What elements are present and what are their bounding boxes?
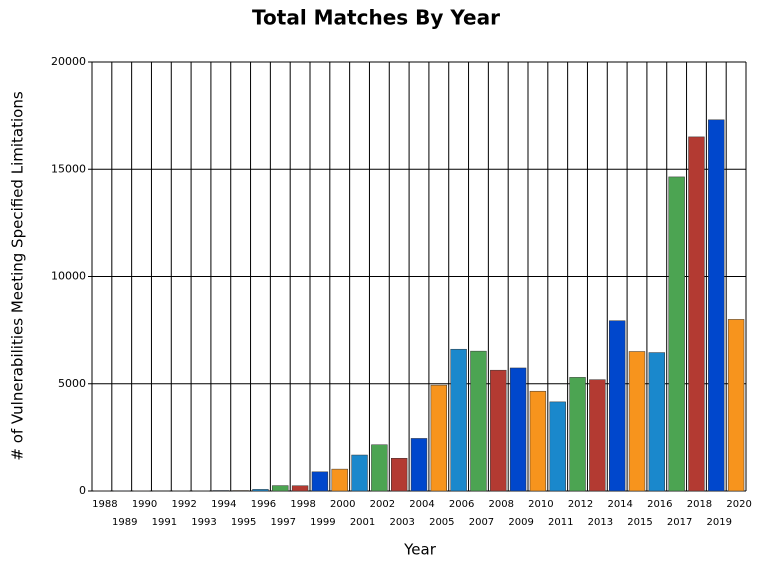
- y-tick-label: 5000: [58, 377, 86, 390]
- bar: [490, 369, 507, 492]
- bar: [569, 377, 586, 492]
- bar: [609, 320, 626, 492]
- x-axis-label: Year: [403, 541, 437, 559]
- bar: [351, 454, 368, 492]
- x-tick-label: 1995: [231, 517, 256, 528]
- bar: [252, 489, 269, 492]
- x-tick-label: 1994: [211, 499, 236, 510]
- x-tick-label: 2007: [469, 517, 494, 528]
- bar: [311, 471, 329, 492]
- x-tick-label: 2013: [588, 517, 613, 528]
- x-tick-label: 2016: [647, 499, 672, 510]
- bar: [509, 367, 527, 492]
- x-tick-label: 1988: [92, 499, 117, 510]
- x-tick-label: 2008: [489, 499, 514, 510]
- bar: [668, 176, 685, 492]
- x-tick-label: 2019: [707, 517, 732, 528]
- x-tick-label: 2011: [548, 517, 573, 528]
- y-axis-label: # of Vulnerabilities Meeting Specified L…: [9, 91, 27, 460]
- bar: [549, 401, 566, 492]
- bar: [391, 457, 408, 492]
- x-tick-label: 2001: [350, 517, 375, 528]
- chart-title: Total Matches By Year: [252, 6, 500, 30]
- x-tick-label: 1989: [112, 517, 137, 528]
- x-tick-label: 1999: [310, 517, 335, 528]
- bar: [589, 379, 606, 492]
- x-tick-label: 2018: [687, 499, 712, 510]
- bar: [708, 119, 725, 492]
- x-tick-label: 1990: [132, 499, 157, 510]
- x-tick-label: 2012: [568, 499, 593, 510]
- x-tick-label: 2005: [429, 517, 454, 528]
- x-tick-label: 2017: [667, 517, 692, 528]
- bar: [628, 351, 646, 492]
- y-tick-label: 15000: [51, 162, 86, 175]
- x-tick-label: 2014: [607, 499, 632, 510]
- x-tick-label: 2002: [370, 499, 395, 510]
- x-tick-label: 2003: [389, 517, 414, 528]
- x-tick-label: 2020: [726, 499, 751, 510]
- bar: [430, 384, 447, 492]
- x-tick-label: 2009: [508, 517, 533, 528]
- x-tick-label: 1992: [171, 499, 196, 510]
- x-tick-label: 1997: [271, 517, 296, 528]
- bar: [470, 350, 487, 492]
- bar: [212, 490, 229, 492]
- bar: [272, 485, 289, 492]
- y-tick-label: 20000: [51, 55, 86, 68]
- bar: [648, 352, 665, 492]
- bar: [727, 319, 745, 492]
- bar: [371, 444, 388, 492]
- bar: [450, 348, 467, 492]
- bar: [331, 468, 348, 492]
- bar: [688, 136, 705, 492]
- x-tick-label: 2000: [330, 499, 355, 510]
- x-tick-label: 1998: [290, 499, 315, 510]
- bar: [232, 490, 249, 492]
- bar: [291, 485, 309, 492]
- bar: [529, 390, 547, 492]
- x-tick-label: 1993: [191, 517, 216, 528]
- y-tick-label: 0: [79, 484, 86, 497]
- x-tick-label: 2004: [409, 499, 434, 510]
- bar: [410, 438, 428, 492]
- x-tick-label: 1991: [152, 517, 177, 528]
- x-tick-label: 1996: [251, 499, 276, 510]
- x-tick-label: 2015: [627, 517, 652, 528]
- y-tick-label: 10000: [51, 270, 86, 283]
- x-tick-label: 2010: [528, 499, 553, 510]
- x-tick-label: 2006: [449, 499, 474, 510]
